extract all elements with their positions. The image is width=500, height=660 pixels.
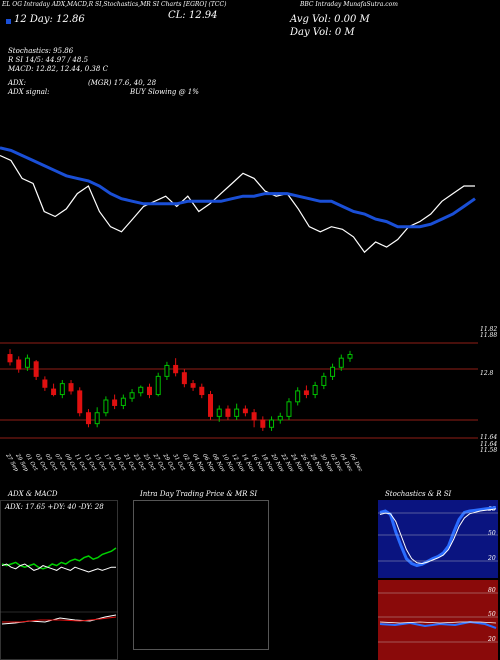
- candle-body: [173, 364, 179, 374]
- adx-macd-title: ADX & MACD: [8, 490, 58, 498]
- level-label: 11.58: [480, 447, 498, 454]
- candle-body: [129, 392, 135, 399]
- stochastics-readout: Stochastics: 95.86: [8, 47, 74, 55]
- candle-body: [77, 390, 83, 414]
- candle-body: [260, 419, 266, 428]
- candle-body: [33, 361, 39, 377]
- candle-body: [155, 375, 161, 396]
- header-title: EL OG Intraday ADX,MACD,R SI,Stochastics…: [2, 1, 227, 8]
- candle-body: [181, 372, 187, 385]
- candle-body: [303, 390, 309, 396]
- candle-body: [251, 412, 257, 421]
- stochastic-d-line: [379, 508, 497, 565]
- intraday-panel: [133, 500, 269, 650]
- adx-panel-readout: ADX: 17.65 +DY: 40 -DY: 28: [5, 503, 104, 511]
- candle-body: [208, 394, 214, 417]
- price-series-line: [0, 154, 475, 254]
- candle-body: [225, 408, 231, 417]
- adx-dmi-minus-line: [1, 563, 116, 573]
- candle-body: [321, 375, 327, 386]
- rsi-tick: 20: [488, 636, 496, 643]
- candle-body: [216, 408, 222, 417]
- candle-body: [85, 412, 91, 425]
- stoch-rsi-title: Stochastics & R SI: [385, 490, 452, 498]
- candle-body: [51, 388, 57, 396]
- candle-body: [164, 364, 170, 377]
- rsi-panel: [378, 580, 498, 660]
- candle-body: [146, 386, 152, 396]
- candle-body: [94, 412, 100, 425]
- macd-signal-line: [2, 616, 117, 623]
- stoch-tick: 50: [488, 530, 496, 537]
- level-label: 11.82: [480, 326, 498, 333]
- candle-body: [295, 390, 301, 403]
- rsi-tick: 80: [488, 587, 496, 594]
- level-label: 11.88: [480, 332, 498, 339]
- header-source: BBC Intraday MunafaSutra.com: [300, 1, 398, 8]
- adx-dmi-plus-line: [1, 547, 117, 570]
- adx-signal-label: ADX signal:: [8, 88, 50, 96]
- candle-body: [286, 401, 292, 417]
- moving-average-line: [0, 146, 476, 229]
- stochastic-k-line: [379, 506, 497, 568]
- legend-swatch: [6, 19, 11, 24]
- rsi-signal-line: [379, 621, 497, 624]
- rsi-line: [379, 620, 497, 629]
- intraday-title: Intra Day Trading Price & MR SI: [140, 490, 258, 498]
- stoch-tick: 20: [488, 555, 496, 562]
- price-line-chart: [0, 146, 476, 254]
- candle-body: [269, 419, 275, 428]
- adx-label: ADX:: [8, 79, 27, 87]
- candle-body: [103, 399, 109, 414]
- candle-body: [24, 357, 30, 368]
- level-label: 11.64: [480, 441, 498, 448]
- candle-body: [112, 399, 118, 406]
- rsi-readout: R SI 14/5: 44.97 / 48.5: [8, 56, 89, 64]
- candle-body: [330, 366, 336, 377]
- candle-body: [190, 383, 196, 388]
- candle-body: [277, 415, 283, 421]
- avg-vol: Avg Vol: 0.00 M: [290, 14, 370, 25]
- day-vol: Day Vol: 0 M: [290, 27, 355, 38]
- candle-body: [312, 384, 318, 396]
- signal-text: BUY Slowing @ 1%: [130, 88, 199, 96]
- candle-body: [120, 397, 126, 406]
- rsi-tick: 50: [488, 611, 496, 618]
- level-label: 11.64: [480, 434, 498, 441]
- close-price: CL: 12.94: [168, 10, 218, 21]
- open-day: 12 Day: 12.86: [14, 14, 85, 25]
- candle-body: [234, 408, 240, 417]
- candle-body: [7, 354, 13, 363]
- candle-body: [59, 383, 65, 396]
- candle-body: [242, 408, 248, 414]
- candle-body: [199, 386, 205, 396]
- candle-body: [42, 379, 48, 388]
- macd-readout: MACD: 12.82, 12.44, 0.38 C: [8, 65, 108, 73]
- candle-body: [338, 357, 344, 368]
- level-label: 12.8: [480, 370, 494, 377]
- candle-body: [347, 354, 353, 359]
- adx-values: (MGR) 17.6, 40, 28: [88, 79, 157, 87]
- candle-body: [138, 386, 144, 394]
- candle-body: [68, 383, 74, 392]
- candle-body: [16, 359, 22, 370]
